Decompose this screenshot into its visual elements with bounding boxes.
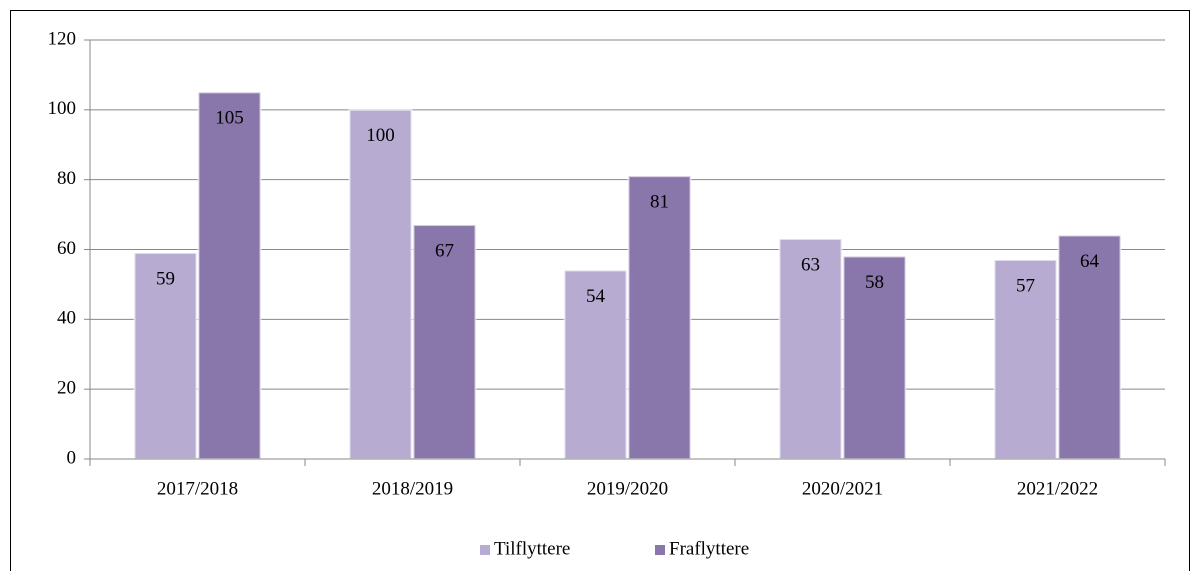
bar — [133, 251, 198, 460]
y-tick-label: 120 — [48, 28, 77, 49]
x-tick-label: 2020/2021 — [802, 478, 883, 499]
y-tick-label: 100 — [48, 98, 77, 119]
data-label: 100 — [366, 125, 395, 146]
data-label: 63 — [801, 254, 820, 275]
data-label: 64 — [1080, 251, 1100, 272]
data-label: 81 — [650, 192, 669, 213]
y-tick-label: 0 — [67, 447, 77, 468]
legend-swatch — [480, 545, 490, 555]
data-label: 58 — [865, 272, 884, 293]
legend-label: Tilflyttere — [494, 538, 570, 559]
y-tick-label: 20 — [57, 378, 76, 399]
bar — [1057, 234, 1122, 460]
x-tick-label: 2021/2022 — [1017, 478, 1098, 499]
x-tick-label: 2019/2020 — [587, 478, 668, 499]
bar — [778, 238, 843, 460]
data-label: 57 — [1016, 275, 1035, 296]
x-tick-label: 2018/2019 — [372, 478, 453, 499]
bar — [197, 91, 262, 460]
data-label: 67 — [435, 240, 454, 261]
y-tick-label: 80 — [57, 168, 76, 189]
data-label: 105 — [215, 108, 244, 129]
bar — [348, 108, 413, 460]
y-tick-label: 60 — [57, 238, 76, 259]
x-tick-label: 2017/2018 — [157, 478, 238, 499]
bar — [842, 255, 907, 460]
data-label: 59 — [156, 268, 175, 289]
legend-label: Fraflyttere — [669, 538, 749, 559]
bar — [627, 175, 692, 461]
y-tick-label: 40 — [57, 308, 76, 329]
data-label: 54 — [586, 286, 606, 307]
bar — [993, 258, 1058, 460]
legend-swatch — [655, 545, 665, 555]
